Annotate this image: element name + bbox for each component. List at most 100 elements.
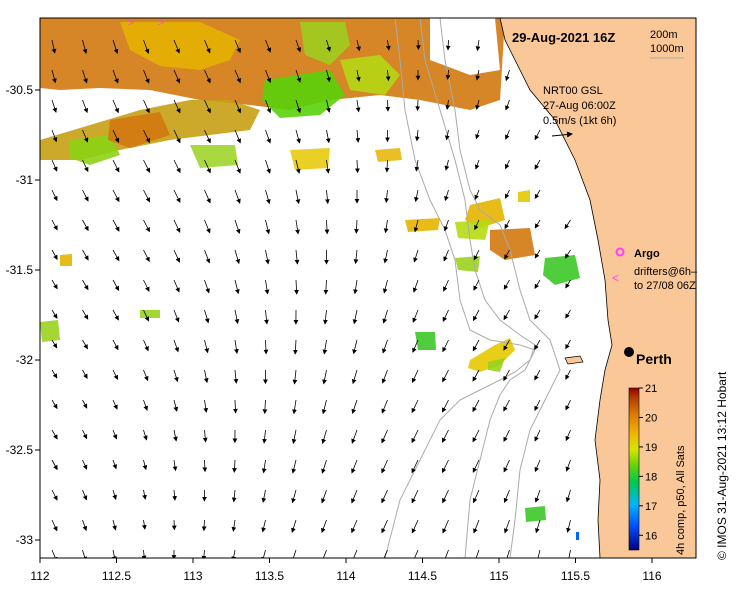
current-arrow: [506, 549, 510, 558]
x-tick-label: 113.5: [255, 569, 284, 583]
drifter-marker-top1: >: [128, 17, 134, 29]
current-arrow: [534, 129, 541, 141]
current-arrow: [412, 309, 419, 323]
drifters-label-line2: to 27/08 06Z: [634, 280, 696, 292]
current-arrow: [442, 459, 449, 474]
current-arrow: [291, 549, 297, 558]
x-tick-label: 112: [30, 569, 49, 583]
current-arrow: [353, 249, 359, 265]
sst-patch-north-green3: [340, 55, 400, 95]
current-arrow: [504, 219, 510, 230]
current-arrow: [261, 489, 267, 503]
current-arrow: [295, 159, 301, 174]
current-arrow: [444, 129, 450, 141]
current-arrow: [173, 399, 179, 412]
current-arrow: [51, 279, 58, 290]
current-arrow: [112, 189, 120, 203]
sst-layer: [40, 18, 580, 540]
current-arrow: [143, 69, 150, 84]
current-arrow: [534, 159, 541, 170]
colorbar-label: 4h comp, p50, All Sats: [675, 445, 687, 555]
current-arrow: [381, 459, 388, 474]
current-arrow: [261, 519, 266, 533]
current-arrow: [82, 489, 88, 501]
current-arrow: [474, 159, 480, 170]
current-arrow: [565, 429, 571, 442]
current-arrow: [534, 279, 541, 289]
sst-patch-coast2: [490, 228, 535, 260]
current-arrow: [352, 339, 358, 355]
current-arrow: [323, 279, 329, 295]
current-arrow: [351, 489, 358, 504]
current-arrow: [503, 459, 510, 473]
current-arrow: [172, 489, 177, 501]
colorbar-tick-label: 18: [645, 471, 657, 483]
current-arrow: [112, 459, 118, 470]
current-arrow: [503, 369, 510, 382]
current-arrow: [383, 249, 388, 264]
colorbar-tick-label: 17: [645, 501, 657, 513]
current-arrow: [143, 399, 149, 411]
argo-marker-icon: [615, 247, 625, 257]
plot-frame: [39, 17, 697, 559]
current-arrow: [381, 489, 388, 504]
current-arrow: [534, 249, 541, 259]
current-arrow: [234, 189, 241, 204]
current-arrow: [265, 99, 272, 114]
y-tick-label: -31: [16, 173, 34, 187]
current-arrow: [82, 219, 89, 232]
current-arrow: [173, 39, 180, 54]
current-arrow: [503, 429, 510, 443]
current-arrow: [565, 279, 571, 289]
current-arrow: [112, 399, 118, 410]
current-arrow: [352, 309, 358, 325]
current-arrow: [385, 69, 391, 82]
current-arrow: [291, 489, 297, 504]
current-arrow: [384, 159, 390, 173]
current-arrow: [112, 339, 119, 351]
current-arrow: [505, 159, 510, 170]
current-arrow: [51, 189, 58, 202]
current-arrow: [475, 39, 481, 52]
current-arrow: [173, 369, 179, 383]
current-arrow: [534, 189, 541, 200]
current-arrow: [564, 249, 571, 259]
current-arrow: [356, 39, 361, 52]
current-arrow: [442, 519, 449, 534]
current-arrow: [233, 369, 239, 384]
drifter-marker-top2: >: [158, 17, 164, 29]
current-arrow: [385, 99, 391, 112]
sst-patch-west1: [40, 320, 60, 342]
current-arrow: [351, 459, 358, 474]
current-arrow: [112, 129, 120, 143]
current-arrow: [203, 369, 209, 384]
sst-patch-west2: [60, 254, 72, 266]
current-arrow: [503, 489, 510, 504]
current-arrow: [565, 369, 571, 380]
current-arrow: [443, 219, 449, 232]
current-arrow: [534, 459, 541, 473]
current-arrow: [82, 129, 89, 143]
current-arrow: [537, 549, 541, 558]
current-arrow: [382, 309, 388, 324]
current-arrow: [445, 99, 451, 110]
current-arrow: [355, 129, 361, 143]
current-arrow: [351, 399, 358, 415]
current-arrow: [534, 339, 541, 350]
current-arrow: [414, 189, 419, 203]
current-arrow: [411, 399, 419, 414]
current-arrow: [204, 129, 211, 144]
isobaths: [384, 18, 561, 558]
current-arrow: [234, 159, 241, 174]
current-arrow: [112, 369, 118, 381]
current-arrow: [503, 399, 510, 412]
current-arrow: [351, 519, 358, 534]
current-arrow: [82, 399, 88, 409]
current-arrow: [351, 369, 358, 385]
current-arrow: [201, 549, 207, 558]
current-arrow: [234, 219, 241, 235]
current-arrow: [505, 189, 510, 199]
current-arrow: [534, 489, 541, 503]
current-arrow: [385, 39, 391, 51]
current-arrow: [51, 99, 58, 113]
